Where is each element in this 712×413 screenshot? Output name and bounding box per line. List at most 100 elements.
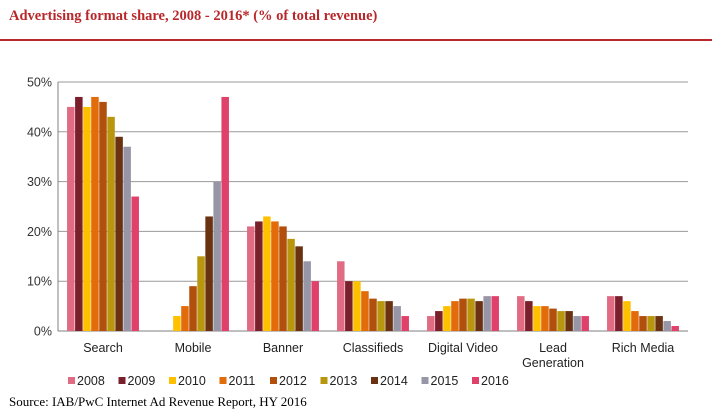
- bar-2010-classifieds: [353, 281, 361, 331]
- bar-2016-classifieds: [401, 316, 409, 331]
- legend-item-2016: 2016: [472, 374, 509, 388]
- bar-2010-lead-generation: [533, 306, 541, 331]
- y-tick-label: 40%: [27, 125, 52, 139]
- bar-2008-search: [67, 106, 75, 332]
- bar-2014-digital-video: [475, 301, 483, 331]
- bar-2015-mobile: [213, 181, 221, 331]
- gridlines: [57, 81, 688, 332]
- bar-2012-lead-generation: [549, 308, 557, 331]
- bar-2011-digital-video: [451, 301, 459, 331]
- legend-label: 2012: [279, 374, 307, 388]
- x-category-label: Search: [83, 341, 123, 355]
- bar-2009-banner: [255, 221, 263, 331]
- bar-2013-rich-media: [647, 316, 655, 331]
- legend-swatch: [169, 377, 176, 384]
- legend-label: 2010: [178, 374, 206, 388]
- bar-2010-search: [83, 106, 91, 332]
- bar-2016-digital-video: [491, 296, 499, 331]
- bar-2014-banner: [295, 246, 303, 331]
- bar-2011-rich-media: [631, 311, 639, 331]
- y-tick-label: 50%: [27, 76, 52, 90]
- bar-2010-rich-media: [623, 301, 631, 331]
- legend-item-2015: 2015: [421, 374, 459, 388]
- legend-swatch: [472, 377, 479, 384]
- x-axis-labels: Search Mobile Banner Classifieds Digital Vid…: [83, 341, 674, 370]
- bar-2014-lead-generation: [565, 311, 573, 331]
- y-tick-label: 20%: [27, 225, 52, 239]
- legend-label: 2008: [77, 374, 105, 388]
- bar-2010-mobile: [173, 316, 181, 331]
- legend-item-2014: 2014: [371, 374, 408, 388]
- bar-2014-classifieds: [385, 301, 393, 331]
- bar-2012-mobile: [189, 286, 197, 331]
- bar-2013-digital-video: [467, 298, 475, 331]
- bar-2008-lead-generation: [517, 296, 525, 331]
- x-category-label: Rich Media: [612, 341, 675, 355]
- legend-item-2012: 2012: [270, 374, 307, 388]
- bar-2013-classifieds: [377, 301, 385, 331]
- legend-label: 2014: [380, 374, 408, 388]
- bar-2012-banner: [279, 226, 287, 331]
- legend-swatch: [219, 377, 227, 384]
- bar-2015-digital-video: [483, 296, 491, 331]
- bar-2009-rich-media: [615, 296, 623, 331]
- legend-swatch: [118, 377, 126, 384]
- legend-label: 2015: [431, 374, 459, 388]
- legend-swatch: [270, 377, 277, 384]
- legend-item-2009: 2009: [118, 374, 156, 388]
- legend-item-2008: 2008: [68, 374, 105, 388]
- legend-item-2011: 2011: [219, 374, 256, 388]
- bar-2016-lead-generation: [581, 316, 589, 331]
- bar-2016-rich-media: [671, 326, 679, 331]
- bar-2013-search: [107, 116, 115, 331]
- legend-label: 2013: [330, 374, 358, 388]
- bar-2012-digital-video: [459, 298, 467, 331]
- bar-2009-lead-generation: [525, 301, 533, 331]
- bar-2011-search: [91, 96, 99, 331]
- bar-chart: 0% 10% 20% 30% 40% 50% Search Mobile Banner Clas…: [27, 76, 688, 388]
- bar-2011-classifieds: [361, 291, 369, 331]
- y-tick-label: 30%: [27, 175, 52, 189]
- x-category-label: Lead Generation: [522, 341, 584, 370]
- chart-title: Advertising format share, 2008 - 2016* (…: [9, 8, 378, 24]
- bar-2013-banner: [287, 238, 295, 331]
- legend-label: 2009: [128, 374, 156, 388]
- bar-2009-digital-video: [435, 311, 443, 331]
- bar-2013-lead-generation: [557, 311, 565, 331]
- legend-label: 2016: [481, 374, 509, 388]
- bar-2009-classifieds: [345, 281, 353, 331]
- bar-2010-digital-video: [443, 306, 451, 331]
- x-category-label: Mobile: [175, 341, 212, 355]
- bar-2011-lead-generation: [541, 306, 549, 331]
- legend-label: 2011: [229, 374, 256, 388]
- y-tick-label: 10%: [27, 275, 52, 289]
- source-note: Source: IAB/PwC Internet Ad Revenue Repo…: [9, 394, 307, 409]
- bar-2012-rich-media: [639, 316, 647, 331]
- legend-swatch: [371, 377, 378, 384]
- bar-2016-mobile: [221, 96, 229, 331]
- bar-2012-search: [99, 101, 107, 331]
- bar-2016-search: [131, 196, 139, 331]
- bar-2013-mobile: [197, 256, 205, 331]
- y-tick-label: 0%: [34, 325, 52, 339]
- x-category-label: Digital Video: [428, 341, 498, 355]
- bar-2014-mobile: [205, 216, 213, 331]
- bar-2015-classifieds: [393, 306, 401, 331]
- bar-2012-classifieds: [369, 298, 377, 331]
- bar-2008-rich-media: [607, 296, 615, 331]
- legend-swatch: [320, 377, 328, 384]
- bar-2014-search: [115, 136, 123, 331]
- legend: 2008 2009 2010 2011 2012 2013 2014 2015 2016: [68, 374, 509, 388]
- y-axis-labels: 0% 10% 20% 30% 40% 50%: [27, 76, 52, 339]
- legend-swatch: [421, 377, 429, 384]
- bar-2010-banner: [263, 216, 271, 331]
- bar-2011-banner: [271, 221, 279, 331]
- bar-2011-mobile: [181, 306, 189, 331]
- bar-2008-classifieds: [337, 261, 345, 331]
- title-underline: [0, 39, 712, 41]
- bar-2008-banner: [247, 226, 255, 331]
- x-category-label: Banner: [263, 341, 303, 355]
- legend-item-2010: 2010: [169, 374, 206, 388]
- bar-2015-rich-media: [663, 321, 671, 331]
- bar-2014-rich-media: [655, 316, 663, 331]
